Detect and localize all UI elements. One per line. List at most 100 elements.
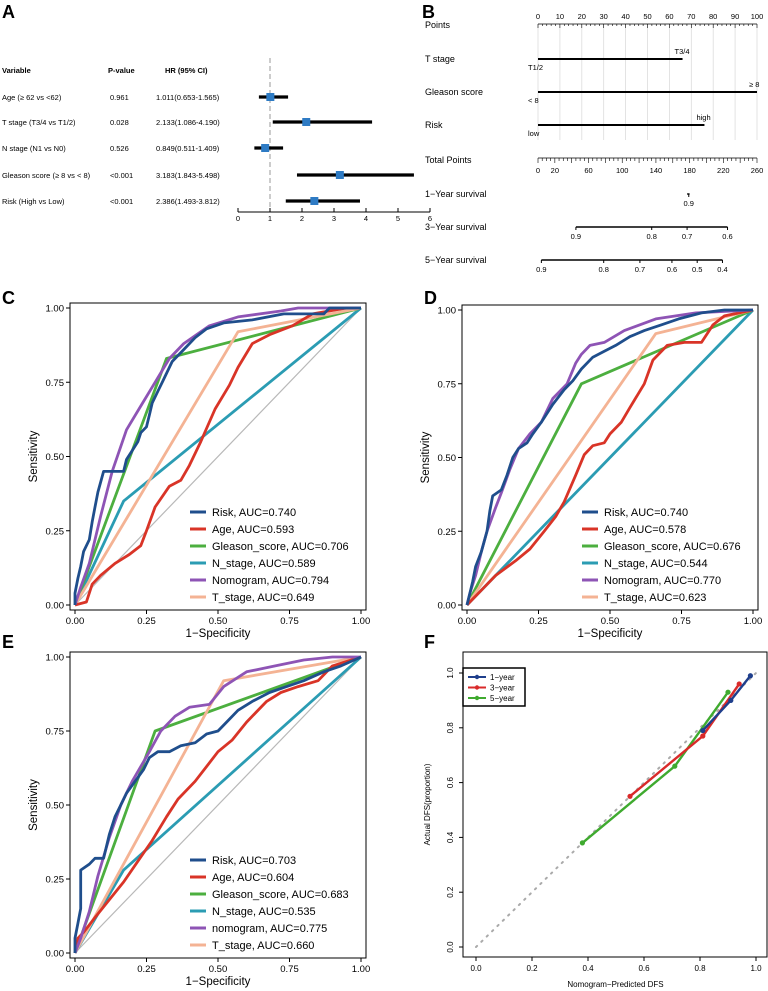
- roc-legend-label: Nomogram, AUC=0.794: [212, 575, 329, 587]
- roc-x-axis-label: 1−Specificity: [578, 628, 643, 640]
- nomogram-points-tick-label: 80: [709, 12, 717, 21]
- panel-letter-a: A: [2, 2, 15, 22]
- roc-legend-label: Gleason_score, AUC=0.676: [604, 541, 741, 553]
- forest-row-pvalue: 0.961: [110, 93, 129, 102]
- forest-row-hr-text: 0.849(0.511-1.409): [156, 144, 220, 153]
- forest-x-tick-label: 5: [396, 214, 400, 223]
- forest-row-pvalue: <0.001: [110, 197, 133, 206]
- calibration-y-tick-label: 0.0: [446, 941, 455, 953]
- roc-legend-label: Gleason_score, AUC=0.683: [212, 889, 349, 901]
- roc-y-tick-label: 0.25: [46, 875, 65, 886]
- roc-y-tick-label: 1.00: [46, 304, 65, 315]
- roc-curve-risk: [73, 655, 362, 953]
- nomogram-survival-tick-label: 0.7: [635, 265, 645, 274]
- nomogram-variable-label: T stage: [425, 54, 455, 64]
- forest-row-hr-text: 2.386(1.493-3.812): [156, 197, 220, 206]
- roc-y-axis-label: Sensitivity: [420, 431, 432, 483]
- calibration-legend-marker: [474, 674, 480, 680]
- roc-legend-label: Age, AUC=0.593: [212, 524, 294, 536]
- panel-letter-c: C: [2, 288, 15, 308]
- nomogram-points-tick-label: 30: [600, 12, 608, 21]
- nomogram-survival-tick-label: 0.9: [536, 265, 546, 274]
- roc-y-axis-label: Sensitivity: [28, 779, 40, 831]
- roc-legend-label: Risk, AUC=0.703: [212, 855, 296, 867]
- roc-x-tick-label: 1.00: [352, 964, 371, 975]
- roc-curve-nstage: [465, 309, 755, 606]
- calibration-y-axis-label: Actual DFS(proportion): [423, 763, 432, 845]
- roc-y-tick-label: 0.75: [438, 379, 457, 390]
- nomogram-survival-tick-label: 0.4: [717, 265, 727, 274]
- nomogram-total-tick-label: 220: [717, 166, 730, 175]
- forest-row-hr-text: 3.183(1.843-5.498): [156, 171, 220, 180]
- roc-legend-label: N_stage, AUC=0.544: [604, 558, 708, 570]
- roc-y-axis-label: Sensitivity: [28, 430, 40, 482]
- nomogram-total-tick-label: 180: [683, 166, 696, 175]
- panel-letter-e: E: [2, 632, 14, 652]
- nomogram-variable-label: Gleason score: [425, 87, 483, 97]
- nomogram-survival-tick-label: 0.8: [598, 265, 608, 274]
- nomogram-variable-label: Risk: [425, 120, 443, 130]
- roc-x-tick-label: 0.25: [137, 964, 156, 975]
- forest-hr-marker: [266, 93, 275, 101]
- calibration-y-tick-label: 0.6: [446, 776, 455, 788]
- roc-y-tick-label: 0.00: [46, 601, 65, 612]
- nomogram-points-tick-label: 0: [536, 12, 540, 21]
- roc-curve-nomogram: [73, 655, 361, 954]
- forest-hr-marker: [310, 197, 319, 205]
- calibration-legend-label: 3−year: [490, 684, 515, 693]
- nomogram-total-tick-label: 20: [551, 166, 559, 175]
- roc-x-tick-label: 0.75: [280, 964, 299, 975]
- roc-diagonal: [74, 656, 362, 954]
- roc-curve-age: [465, 308, 754, 606]
- nomogram-total-tick-label: 260: [751, 166, 764, 175]
- nomogram-survival-label: 1−Year survival: [425, 189, 486, 199]
- forest-row-pvalue: 0.526: [110, 144, 129, 153]
- forest-row-variable: T stage (T3/4 vs T1/2): [2, 118, 76, 127]
- nomogram-high-label: high: [696, 113, 710, 122]
- calibration-x-tick-label: 1.0: [750, 964, 762, 973]
- roc-x-tick-label: 0.50: [209, 616, 228, 627]
- calibration-x-axis-label: Nomogram−Predicted DFS: [567, 980, 663, 989]
- panel-letter-f: F: [424, 632, 435, 652]
- nomogram-high-label: ≥ 8: [749, 80, 759, 89]
- forest-row-variable: Age (≥ 62 vs <62): [2, 93, 62, 102]
- calibration-panel-f: 0.0 0.2 0.4 0.6 0.8 1.0 0.0 0.2 0.4 0.6 0.8 1.0 Nomo…: [423, 651, 768, 989]
- calibration-y-tick-label: 0.2: [446, 886, 455, 898]
- nomogram-low-label: T1/2: [528, 63, 543, 72]
- roc-legend-label: Risk, AUC=0.740: [212, 507, 296, 519]
- nomogram-points-tick-label: 100: [751, 12, 764, 21]
- roc-x-axis-label: 1−Specificity: [186, 976, 251, 988]
- roc-y-tick-label: 0.50: [46, 452, 65, 463]
- roc-x-tick-label: 0.00: [66, 964, 85, 975]
- forest-row-pvalue: <0.001: [110, 171, 133, 180]
- roc-curve-tstage: [73, 306, 362, 606]
- forest-row-hr-text: 2.133(1.086-4.190): [156, 118, 220, 127]
- nomogram-total-tick-label: 60: [584, 166, 592, 175]
- roc-legend-label: T_stage, AUC=0.623: [604, 592, 706, 604]
- nomogram-survival-tick-label: 0.6: [667, 265, 677, 274]
- calibration-y-tick-label: 0.8: [446, 722, 455, 734]
- roc-legend-label: T_stage, AUC=0.649: [212, 592, 314, 604]
- panel-letter-d: D: [424, 288, 437, 308]
- nomogram-total-tick-label: 140: [650, 166, 663, 175]
- nomogram-points-tick-label: 50: [643, 12, 651, 21]
- nomogram-survival-tick-label: 0.6: [722, 232, 732, 241]
- roc-y-tick-label: 0.75: [46, 727, 65, 738]
- nomogram-survival-tick-label: 0.9: [684, 199, 694, 208]
- forest-x-tick-label: 0: [236, 214, 240, 223]
- calibration-point: [627, 793, 633, 799]
- calibration-point: [725, 689, 731, 695]
- nomogram-total-tick-label: 100: [616, 166, 629, 175]
- calibration-point: [579, 840, 586, 846]
- calibration-y-tick-label: 1.0: [446, 667, 455, 679]
- calibration-point: [672, 763, 678, 769]
- roc-y-tick-label: 0.00: [46, 949, 65, 960]
- nomogram-total-tick-label: 0: [536, 166, 540, 175]
- roc-x-tick-label: 0.00: [66, 616, 85, 627]
- roc-y-tick-label: 0.50: [438, 453, 457, 464]
- nomogram-low-label: < 8: [528, 96, 539, 105]
- roc-y-tick-label: 0.25: [46, 526, 65, 537]
- roc-y-tick-label: 0.00: [438, 601, 457, 612]
- roc-curve-risk: [465, 308, 753, 606]
